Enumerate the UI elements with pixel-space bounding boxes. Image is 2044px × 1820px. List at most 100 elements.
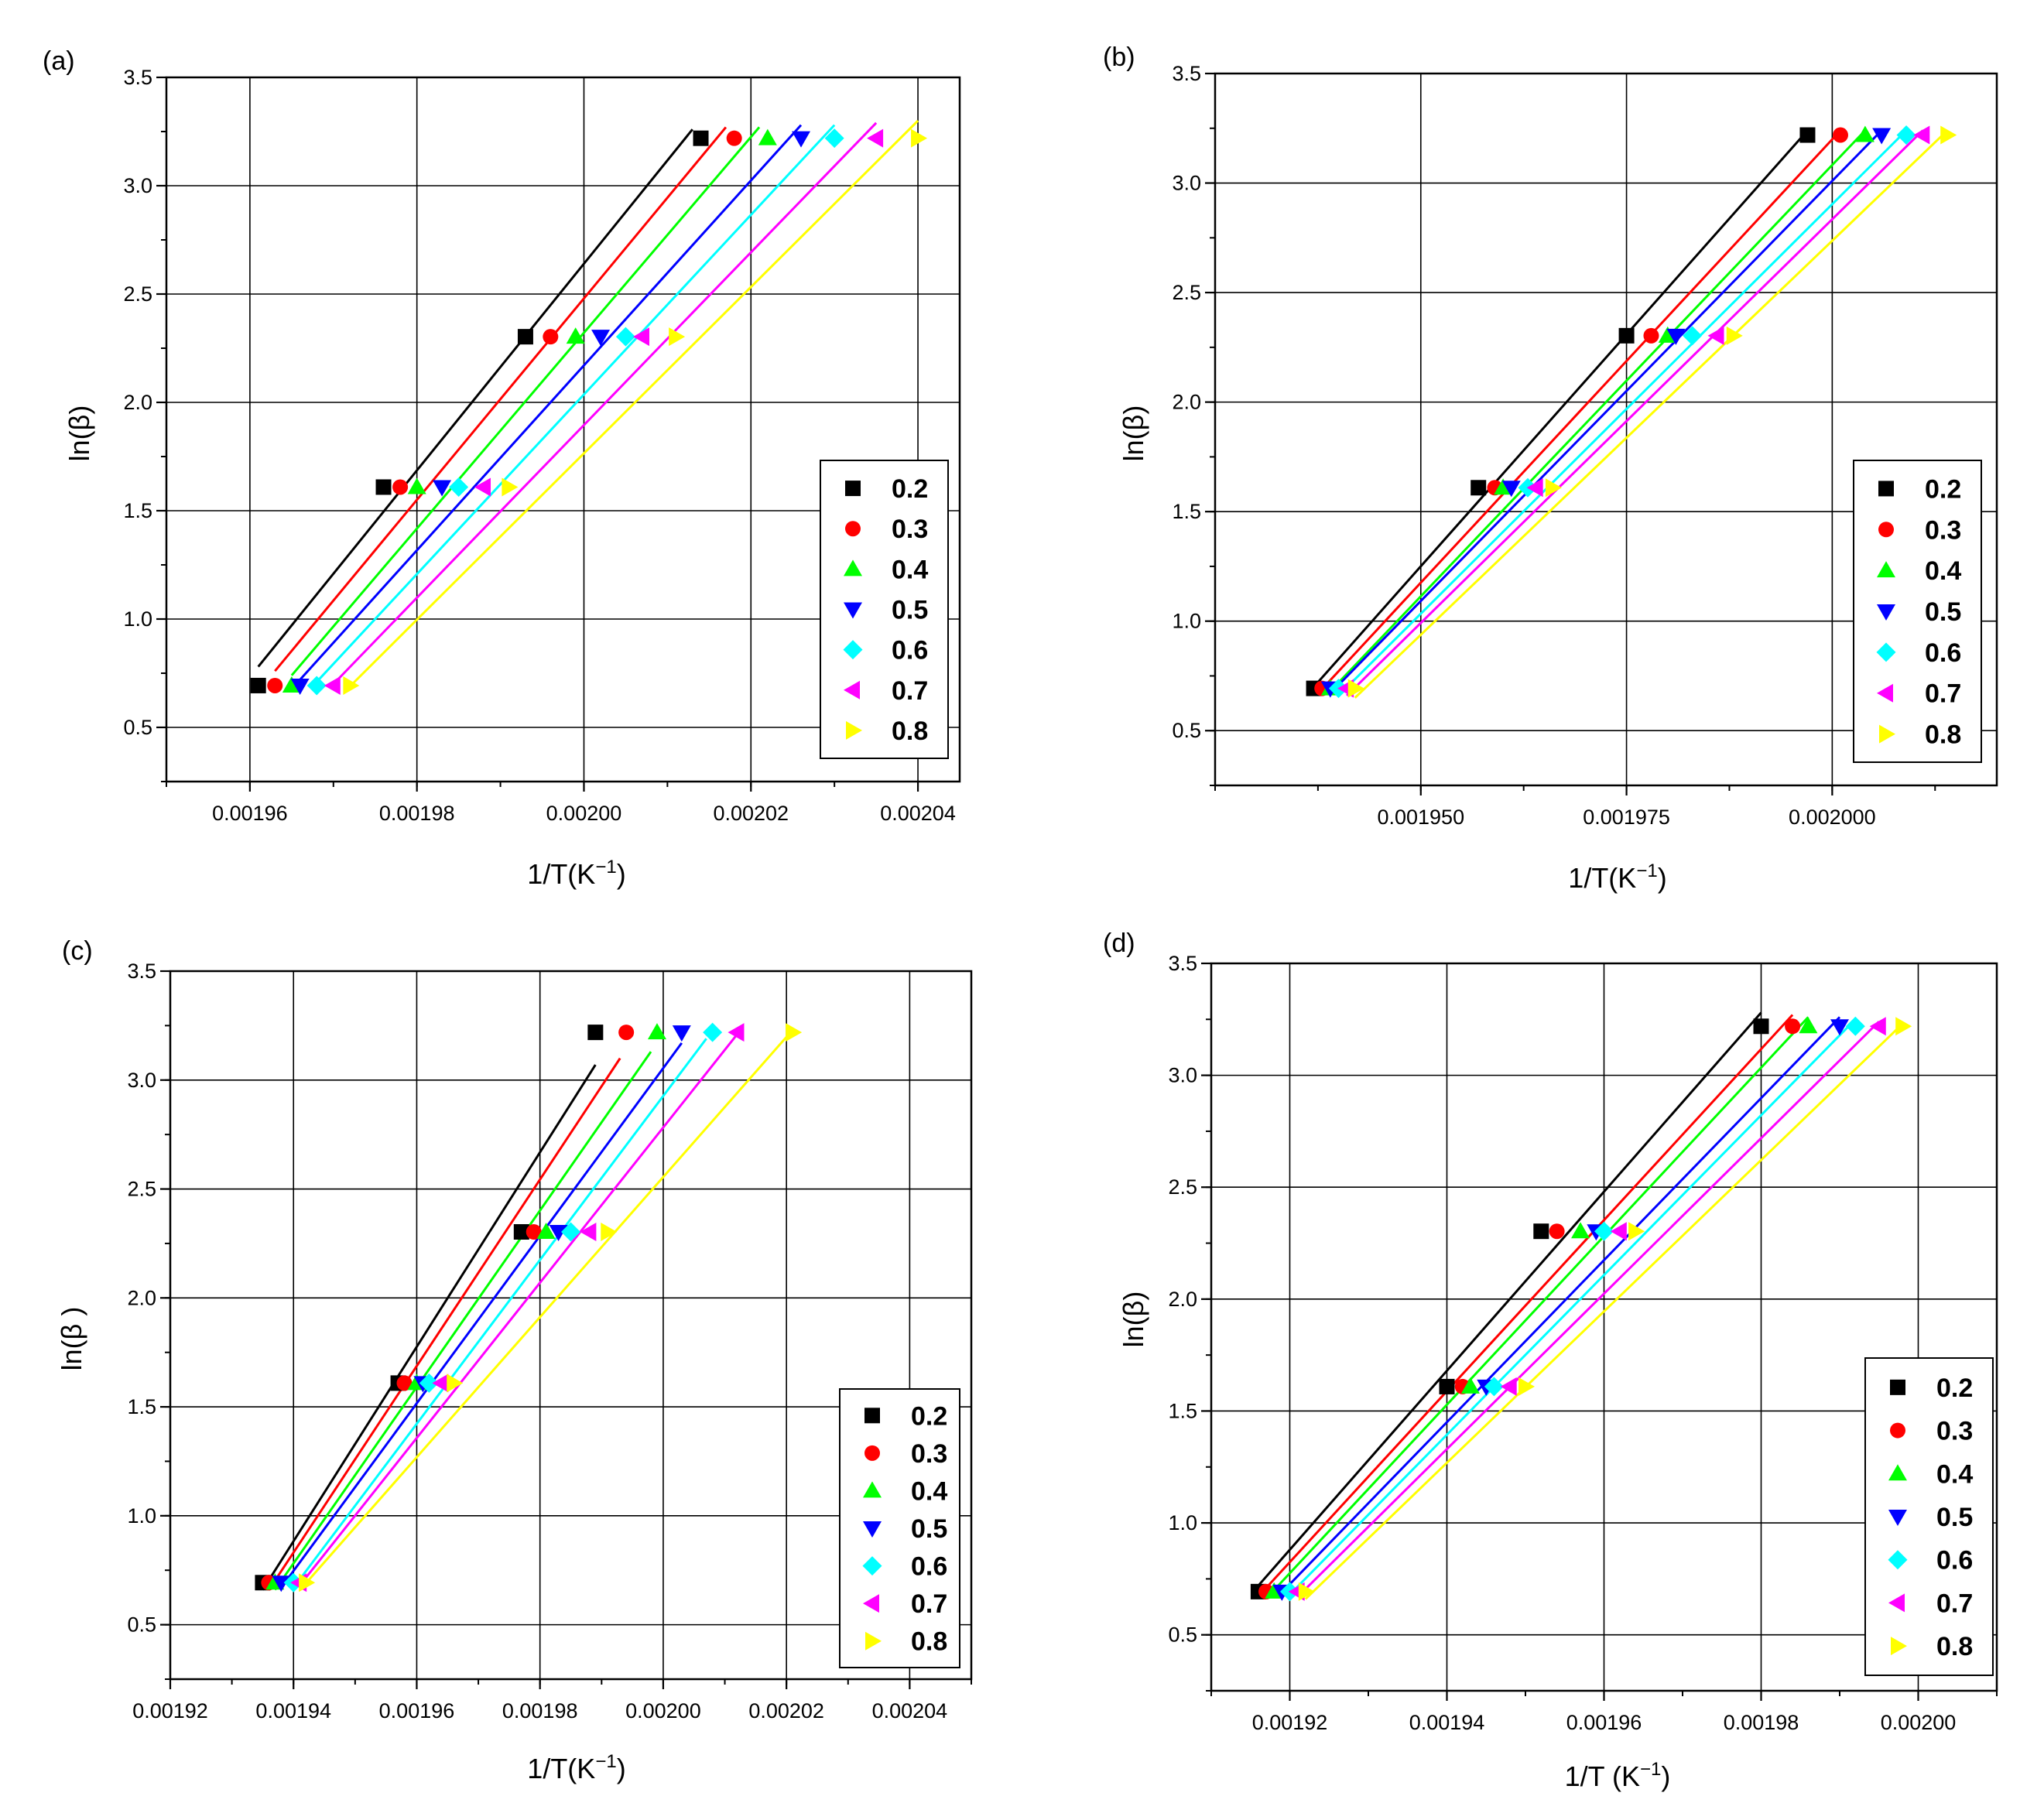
data-point-0.3 [392, 479, 409, 495]
data-point-0.5 [272, 1575, 291, 1592]
data-point-0.7 [1500, 1377, 1517, 1396]
legend-label-0.2: 0.2 [911, 1401, 947, 1431]
data-point-0.6 [561, 1222, 580, 1242]
data-point-0.2 [250, 677, 266, 693]
legend-label-0.6: 0.6 [1936, 1546, 1973, 1575]
legend-marker-0.8 [1879, 724, 1895, 744]
y-tick-label: 1.5 [1172, 500, 1201, 523]
fit-line-0.7 [299, 1033, 738, 1586]
data-point-0.6 [1594, 1221, 1614, 1241]
data-point-0.7 [580, 1223, 597, 1242]
data-point-0.5 [792, 131, 810, 148]
data-point-0.4 [1460, 1377, 1480, 1394]
fit-line-0.5 [1281, 1016, 1841, 1593]
data-point-0.6 [1896, 125, 1916, 145]
data-point-0.6 [1683, 326, 1703, 346]
data-point-0.4 [1571, 1222, 1590, 1239]
legend: 0.2 0.3 0.4 0.5 0.6 0.7 0.8 [1864, 1357, 1994, 1676]
data-point-0.8 [1298, 1582, 1315, 1601]
fit-line-0.7 [1346, 129, 1924, 697]
x-tick-label: 0.00202 [713, 802, 789, 825]
data-point-0.6 [449, 477, 469, 497]
x-axis-title: 1/T (K−1) [1565, 1759, 1671, 1792]
panel-label: (c) [62, 936, 93, 966]
x-tick-label: 0.00192 [132, 1699, 208, 1722]
data-point-0.8 [1726, 326, 1743, 345]
legend-label-0.3: 0.3 [1936, 1417, 1973, 1446]
x-tick-label: 0.002000 [1789, 806, 1876, 829]
fit-line-0.5 [280, 1042, 683, 1589]
legend-marker-0.4 [863, 1481, 882, 1498]
data-point-0.7 [1610, 1222, 1627, 1241]
y-axis-title: ln(β ) [56, 1307, 87, 1371]
data-point-0.3 [267, 677, 283, 693]
legend: 0.2 0.3 0.4 0.5 0.6 0.7 0.8 [1853, 460, 1982, 763]
x-tick-label: 0.00196 [212, 802, 288, 825]
legend-label-0.5: 0.5 [1936, 1503, 1973, 1532]
legend-box [1864, 1357, 1994, 1676]
legend: 0.2 0.3 0.4 0.5 0.6 0.7 0.8 [820, 460, 949, 759]
legend-marker-0.2 [845, 481, 861, 497]
legend-label-0.6: 0.6 [911, 1552, 947, 1582]
legend-marker-0.2 [865, 1408, 880, 1424]
fit-line-0.2 [1313, 129, 1809, 688]
legend-marker-0.7 [1888, 1593, 1905, 1613]
legend-label-0.7: 0.7 [892, 676, 928, 706]
data-point-0.8 [299, 1573, 316, 1592]
data-point-0.2 [693, 130, 709, 146]
y-tick-label: 3.5 [1172, 62, 1201, 85]
fit-line-0.3 [1265, 1014, 1794, 1589]
y-tick-label: 1.0 [1168, 1511, 1197, 1534]
fit-line-0.5 [299, 124, 803, 681]
y-tick-label: 3.5 [127, 960, 156, 983]
legend-marker-0.2 [1890, 1379, 1905, 1395]
legend-label-0.8: 0.8 [1936, 1632, 1973, 1661]
data-point-0.3 [618, 1025, 635, 1041]
panel-b: (b) 0.001950 0.001975 0.002000 0.5 1.0 1.5 2.0… [1103, 43, 1998, 894]
y-tick-label: 0.5 [1168, 1623, 1197, 1647]
x-axis-title: 1/T(K−1) [527, 1751, 625, 1784]
legend-box [839, 1388, 960, 1668]
data-point-0.5 [1666, 328, 1686, 345]
data-point-0.7 [1707, 326, 1724, 345]
x-tick-label: 0.001975 [1583, 806, 1670, 829]
x-tick-label: 0.00194 [1409, 1711, 1485, 1734]
legend-label-0.6: 0.6 [1925, 638, 1961, 668]
panel-a: (a) 0.00196 0.00198 0.00200 0.00202 0.002040… [43, 46, 961, 890]
fit-line-0.3 [274, 126, 728, 672]
data-point-0.3 [1833, 127, 1848, 143]
data-point-0.2 [375, 479, 392, 495]
data-point-0.4 [407, 477, 426, 494]
legend-marker-0.6 [1888, 1550, 1908, 1570]
data-point-0.6 [615, 327, 635, 347]
fit-line-0.8 [1304, 1023, 1904, 1600]
legend-marker-0.6 [843, 640, 863, 660]
x-tick-label: 0.00196 [1566, 1711, 1642, 1734]
fit-line-0.4 [274, 1051, 652, 1591]
legend-label-0.7: 0.7 [911, 1589, 947, 1619]
panel-d: (d) 0.00192 0.00194 0.00196 0.00198 0.002000… [1103, 929, 1998, 1792]
legend-marker-0.5 [1888, 1510, 1907, 1526]
fit-line-0.6 [293, 1038, 707, 1589]
y-tick-label: 0.5 [1172, 719, 1201, 742]
panel-label: (a) [43, 46, 75, 76]
data-point-0.2 [1618, 327, 1635, 344]
data-point-0.6 [703, 1022, 723, 1042]
data-point-0.2 [517, 329, 533, 345]
legend-marker-0.6 [1876, 642, 1896, 662]
y-axis-title: ln(β) [1118, 1291, 1149, 1348]
data-point-0.8 [502, 477, 519, 497]
data-point-0.2 [1799, 127, 1816, 143]
data-point-0.8 [669, 327, 686, 347]
y-tick-label: 3.5 [123, 66, 152, 89]
legend-label-0.2: 0.2 [1936, 1374, 1973, 1403]
legend-marker-0.5 [863, 1521, 882, 1538]
y-tick-label: 2.0 [1172, 391, 1201, 414]
data-point-0.8 [1628, 1222, 1645, 1241]
data-point-0.7 [1526, 478, 1543, 498]
legend-label-0.8: 0.8 [892, 717, 928, 746]
y-tick-label: 1.0 [1172, 610, 1201, 633]
legend-label-0.2: 0.2 [892, 474, 928, 504]
fit-line-0.4 [290, 126, 761, 676]
x-tick-label: 0.00200 [1881, 1711, 1957, 1734]
